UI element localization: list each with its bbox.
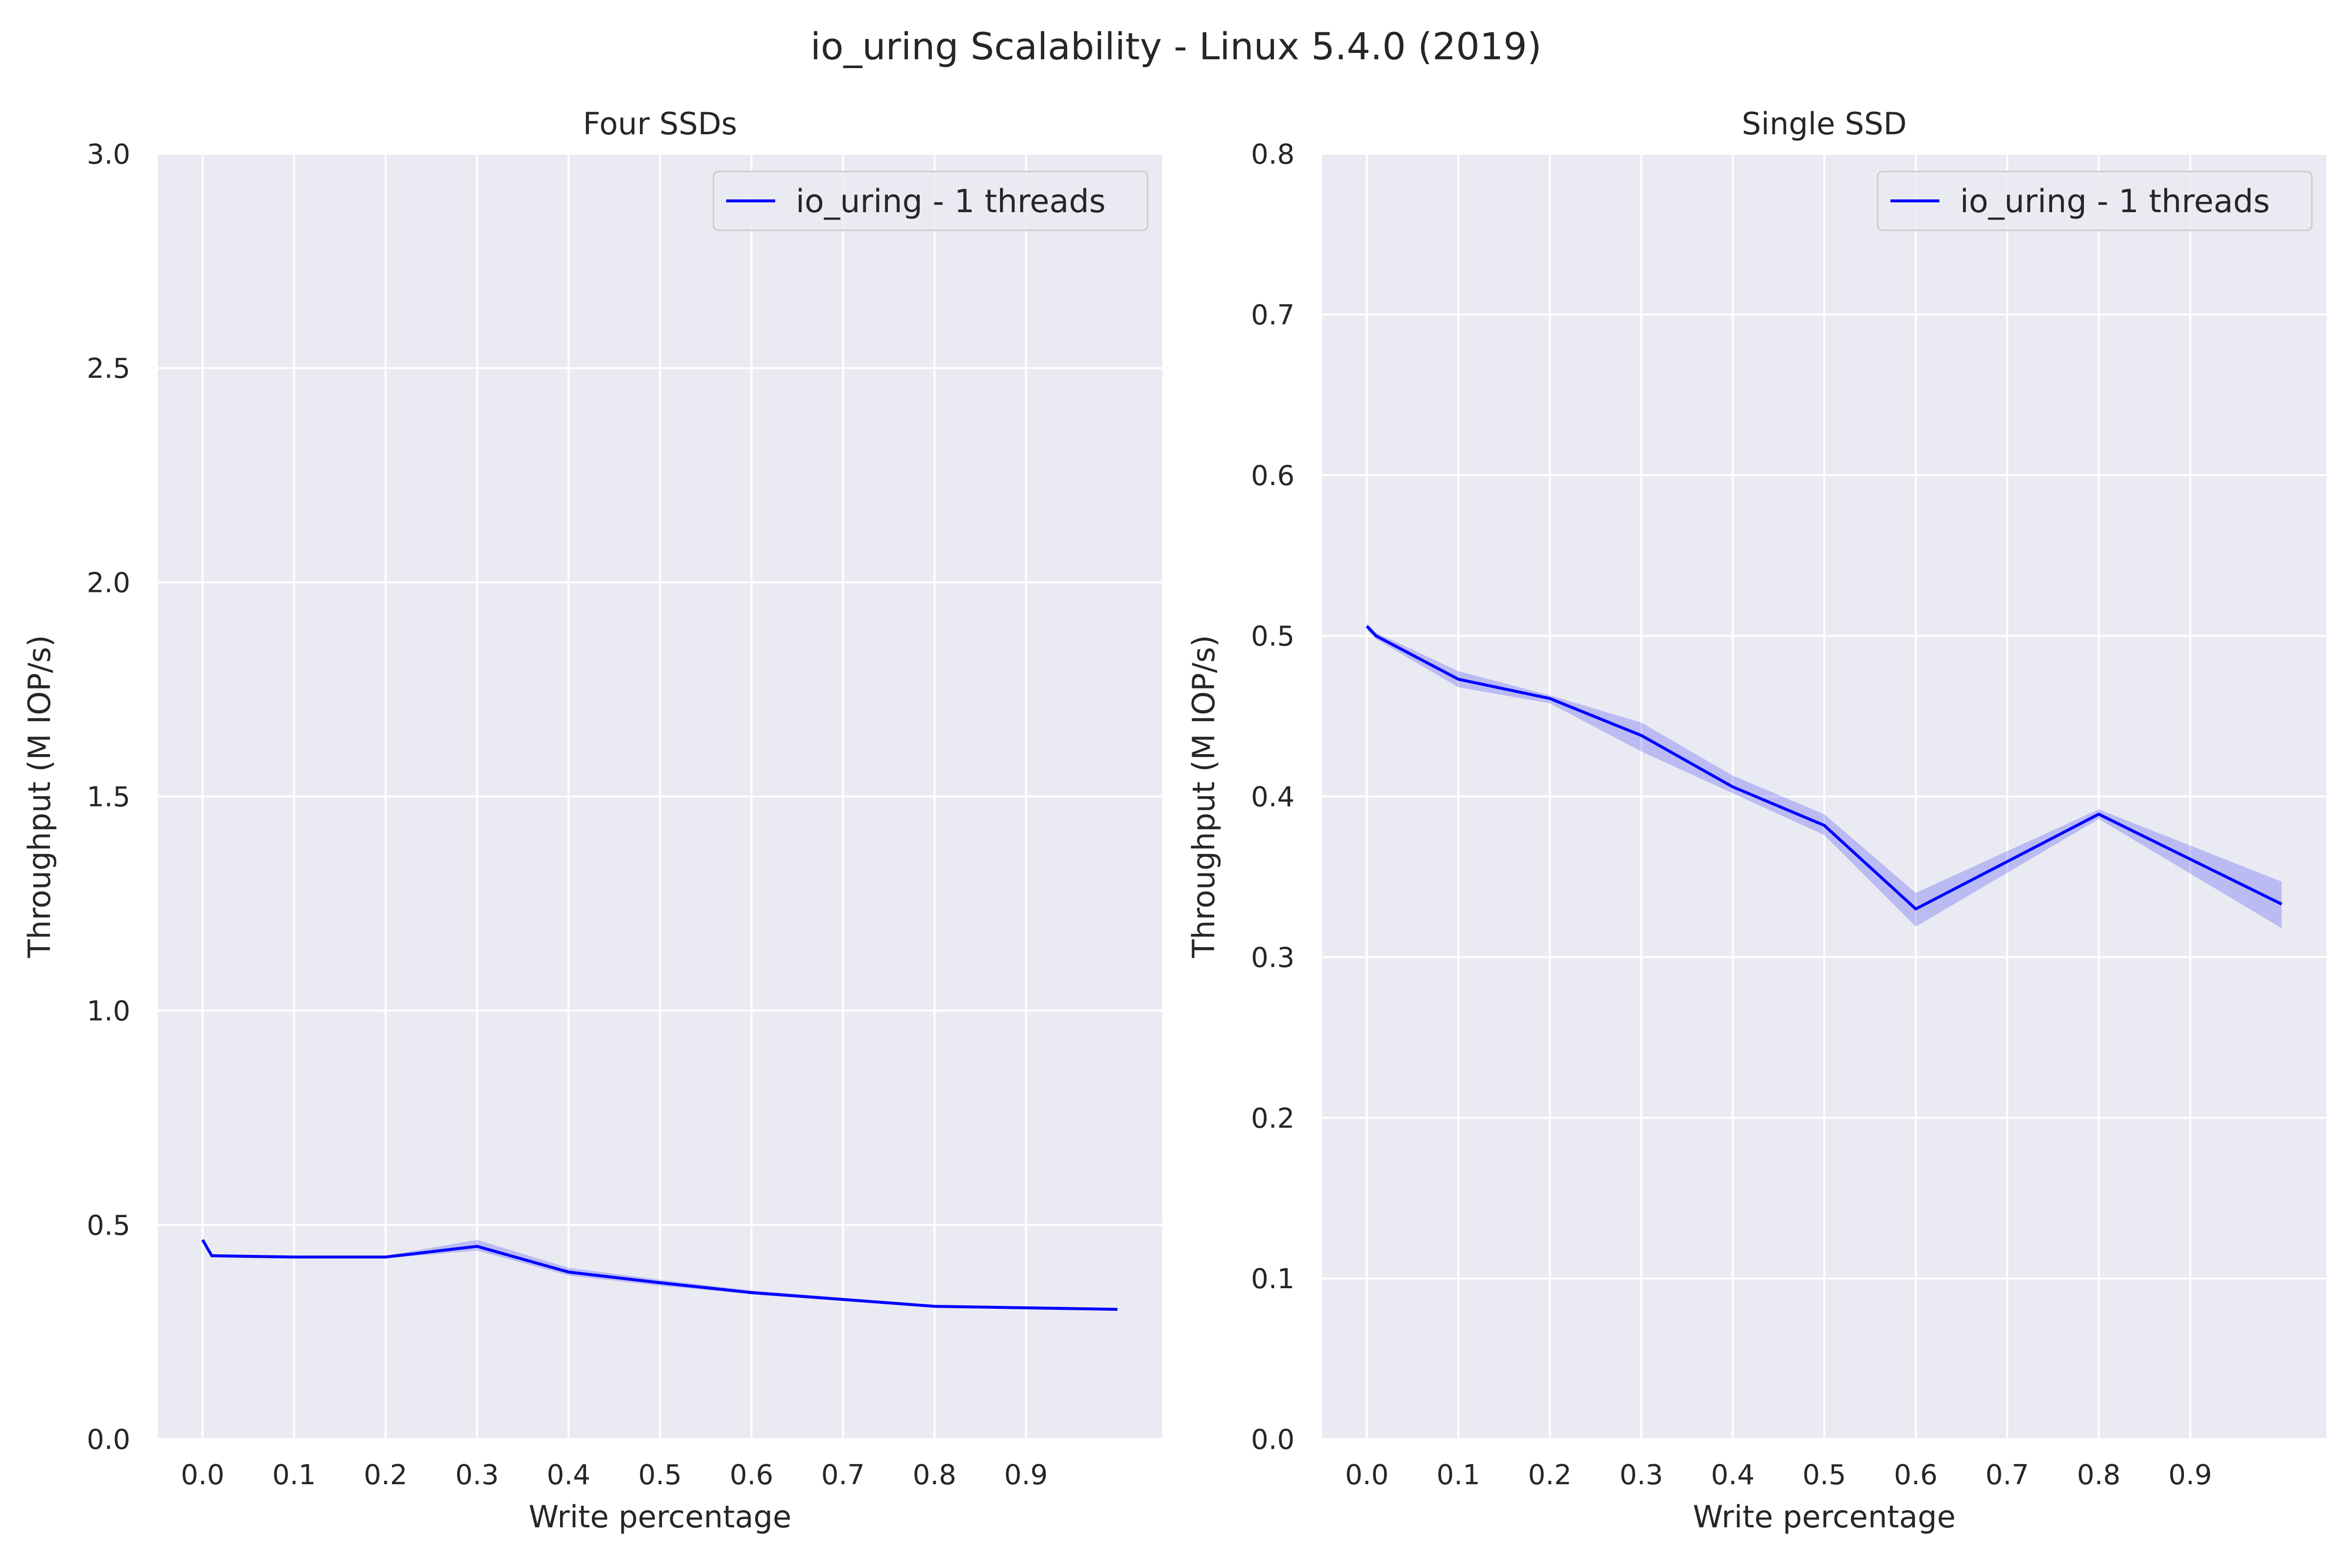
data-point [1914, 907, 1917, 910]
x-tick-label: 0.4 [1711, 1459, 1755, 1491]
y-tick-label: 0.4 [1251, 782, 1295, 813]
legend-label: io_uring - 1 threads [1960, 183, 2270, 220]
y-tick-label: 0.5 [1251, 621, 1295, 653]
legend: io_uring - 1 threads [1878, 172, 2312, 230]
panel-four-ssds: 0.0 0.1 0.2 0.3 0.4 0.5 0.6 0.7 0.8 0.9 0.0 0.5 1.0 1… [22, 106, 1162, 1535]
x-tick-label: 0.1 [1437, 1459, 1480, 1491]
data-point [1457, 678, 1460, 681]
panel-single-ssd: 0.0 0.1 0.2 0.3 0.4 0.5 0.6 0.7 0.8 0.9 0.0 0.1 0.2 0… [1186, 106, 2327, 1535]
data-point [659, 1281, 662, 1284]
data-point [1548, 697, 1551, 700]
data-point [1731, 785, 1734, 788]
x-tick-label: 0.6 [730, 1459, 773, 1491]
y-tick-label: 3.0 [87, 139, 130, 171]
y-tick-label: 2.0 [87, 567, 130, 599]
x-tick-label: 0.8 [913, 1459, 956, 1491]
y-tick-label: 0.8 [1251, 139, 1295, 171]
x-tick-label: 0.8 [2077, 1459, 2121, 1491]
x-tick-label: 0.2 [1528, 1459, 1571, 1491]
data-point [750, 1291, 753, 1294]
x-tick-label: 0.7 [1985, 1459, 2029, 1491]
y-tick-label: 0.0 [1251, 1424, 1295, 1456]
data-point [476, 1245, 479, 1248]
data-point [933, 1305, 936, 1308]
y-tick-label: 1.5 [87, 782, 130, 813]
x-tick-label: 0.9 [2168, 1459, 2212, 1491]
x-tick-label: 0.0 [181, 1459, 224, 1491]
subplot-title: Single SSD [1742, 106, 1907, 142]
y-axis-label: Throughput (M IOP/s) [22, 635, 57, 958]
y-tick-label: 2.5 [87, 353, 130, 385]
legend-label: io_uring - 1 threads [796, 183, 1105, 220]
subplot-title: Four SSDs [583, 106, 737, 142]
x-tick-label: 0.1 [272, 1459, 316, 1491]
y-tick-label: 0.3 [1251, 942, 1295, 974]
y-tick-label: 1.0 [87, 996, 130, 1028]
y-tick-label: 0.5 [87, 1210, 130, 1242]
data-point [2280, 903, 2283, 906]
data-point [1640, 734, 1643, 737]
y-tick-label: 0.2 [1251, 1102, 1295, 1134]
data-point [1823, 824, 1826, 827]
data-point [2097, 813, 2100, 816]
x-tick-label: 0.0 [1345, 1459, 1389, 1491]
x-tick-label: 0.6 [1894, 1459, 1937, 1491]
data-point [210, 1254, 213, 1257]
y-tick-label: 0.1 [1251, 1263, 1295, 1295]
legend: io_uring - 1 threads [713, 172, 1148, 230]
x-tick-label: 0.3 [455, 1459, 499, 1491]
y-tick-label: 0.6 [1251, 460, 1295, 492]
x-tick-label: 0.5 [1802, 1459, 1846, 1491]
data-point [384, 1255, 387, 1258]
x-axis-label: Write percentage [1693, 1499, 1956, 1535]
x-tick-label: 0.7 [821, 1459, 865, 1491]
data-point [1116, 1308, 1119, 1311]
y-axis-label: Throughput (M IOP/s) [1186, 635, 1222, 958]
y-tick-label: 0.0 [87, 1424, 130, 1456]
x-axis-label: Write percentage [529, 1499, 791, 1535]
data-point [1365, 625, 1368, 628]
y-tick-label: 0.7 [1251, 299, 1295, 331]
data-point [293, 1255, 295, 1258]
figure-title: io_uring Scalability - Linux 5.4.0 (2019… [810, 24, 1542, 68]
data-point [1374, 635, 1377, 637]
x-tick-label: 0.3 [1619, 1459, 1663, 1491]
x-tick-label: 0.2 [364, 1459, 407, 1491]
data-point [567, 1271, 570, 1274]
x-tick-label: 0.9 [1004, 1459, 1048, 1491]
x-tick-label: 0.5 [638, 1459, 682, 1491]
x-tick-label: 0.4 [547, 1459, 590, 1491]
data-point [201, 1238, 204, 1241]
